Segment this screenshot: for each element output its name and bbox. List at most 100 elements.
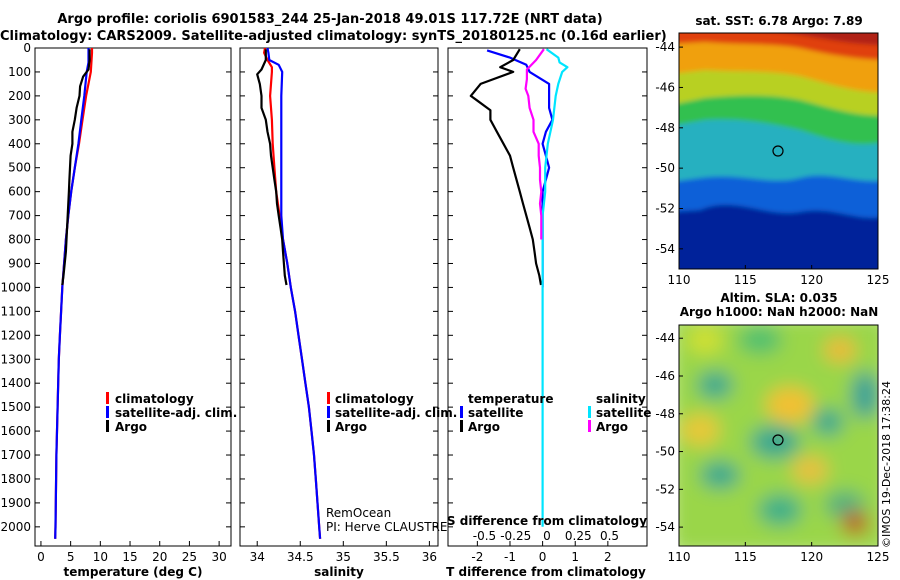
legend-swatch-climatology — [106, 392, 109, 404]
depth-tick-label: 1300 — [0, 352, 31, 366]
sst-map-axes: 110 115 120 125 -44 -46 -48 -50 -52 -54 — [655, 40, 889, 287]
series-line-salinity-satellite — [541, 48, 569, 527]
float-marker — [772, 145, 784, 157]
difference-x-ticks: -2 -1 0 1 2 — [448, 47, 647, 564]
depth-tick-label: 1400 — [0, 376, 31, 390]
salinity-annotation-line2: PI: Herve CLAUSTRE — [326, 520, 447, 534]
series-line-satellite-adj-clim- — [54, 48, 90, 539]
x-tick-label: 34.5 — [287, 550, 314, 564]
difference-legend: temperature satellite Argo salinity sate… — [460, 392, 651, 434]
temperature-legend: climatology satellite-adj. clim. Argo — [106, 392, 237, 434]
s-tick-label: 0 — [543, 529, 551, 543]
map-x-tick-label: 110 — [668, 550, 691, 564]
legend-title-temperature: temperature — [468, 392, 553, 406]
s-difference-label: S difference from climatology — [447, 514, 647, 528]
map-y-tick-label: -52 — [655, 482, 675, 496]
difference-profiles — [469, 48, 569, 527]
x-tick-label: -1 — [504, 550, 516, 564]
legend-label-satellite: satellite-adj. clim. — [115, 406, 237, 420]
series-line-satellite-adj-clim- — [266, 48, 322, 539]
legend-title-salinity: salinity — [596, 392, 646, 406]
x-tick-label: 15 — [122, 550, 137, 564]
sst-map-title: sat. SST: 6.78 Argo: 7.89 — [695, 14, 862, 28]
depth-tick-label: 900 — [8, 256, 31, 270]
depth-tick-label: 1900 — [0, 496, 31, 510]
map-y-tick-label: -50 — [655, 161, 675, 175]
temperature-xlabel: temperature (deg C) — [64, 565, 203, 579]
depth-tick-label: 100 — [8, 65, 31, 79]
salinity-x-ticks: 34 34.5 35 35.5 36 — [240, 47, 438, 564]
legend-swatch-satellite — [106, 406, 109, 418]
depth-tick-label: 1600 — [0, 424, 31, 438]
x-tick-label: 25 — [182, 550, 197, 564]
x-tick-label: 20 — [152, 550, 167, 564]
legend-swatch-sal-satellite — [588, 406, 591, 418]
depth-tick-label: 600 — [8, 185, 31, 199]
legend-label-satellite: satellite-adj. clim. — [335, 406, 457, 420]
series-line-salinity-argo — [524, 48, 545, 240]
depth-tick-label: 500 — [8, 161, 31, 175]
map-x-tick-label: 125 — [867, 273, 890, 287]
s-tick-label: 0.25 — [565, 529, 592, 543]
sst-map — [679, 33, 878, 269]
map-y-tick-label: -52 — [655, 201, 675, 215]
sla-map — [679, 325, 878, 546]
depth-tick-label: 400 — [8, 137, 31, 151]
legend-label-climatology: climatology — [115, 392, 194, 406]
legend-label-argo: Argo — [335, 420, 367, 434]
legend-label-temp-satellite: satellite — [468, 406, 523, 420]
map-y-tick-label: -54 — [655, 520, 675, 534]
x-tick-label: 36 — [422, 550, 437, 564]
temperature-profiles — [54, 48, 94, 539]
map-y-tick-label: -48 — [655, 121, 675, 135]
x-tick-label: 34 — [250, 550, 265, 564]
map-y-tick-label: -54 — [655, 242, 675, 256]
temperature-x-ticks: 0 5 10 15 20 25 30 — [35, 47, 231, 564]
map-y-tick-label: -44 — [655, 331, 675, 345]
salinity-annotation-line1: RemOcean — [326, 506, 391, 520]
legend-label-sal-argo: Argo — [596, 420, 628, 434]
salinity-profiles — [256, 48, 322, 539]
depth-tick-label: 1200 — [0, 328, 31, 342]
legend-label-climatology: climatology — [335, 392, 414, 406]
depth-tick-label: 2000 — [0, 520, 31, 534]
depth-tick-label: 1000 — [0, 280, 31, 294]
depth-tick-label: 800 — [8, 233, 31, 247]
map-x-tick-label: 115 — [734, 273, 757, 287]
map-y-tick-label: -46 — [655, 80, 675, 94]
legend-label-argo: Argo — [115, 420, 147, 434]
x-tick-label: 35 — [336, 550, 351, 564]
map-y-tick-label: -50 — [655, 445, 675, 459]
map-y-tick-label: -48 — [655, 407, 675, 421]
depth-tick-label: 1100 — [0, 304, 31, 318]
legend-swatch-temp-satellite — [460, 406, 463, 418]
x-tick-label: 0 — [37, 550, 45, 564]
figure-title-line2: Climatology: CARS2009. Satellite-adjuste… — [0, 29, 667, 44]
map-y-tick-label: -46 — [655, 369, 675, 383]
depth-axis: 0 100 200 300 400 500 600 700 800 900 1000 1100 1200… — [0, 41, 31, 534]
credit-stamp: ©IMOS 19-Dec-2018 17:38:24 — [880, 381, 893, 548]
salinity-legend: climatology satellite-adj. clim. Argo — [327, 392, 457, 434]
depth-tick-label: 1700 — [0, 448, 31, 462]
x-tick-label: 10 — [93, 550, 108, 564]
map-x-tick-label: 115 — [734, 550, 757, 564]
depth-tick-label: 200 — [8, 89, 31, 103]
sla-map-axes: 110 115 120 125 -44 -46 -48 -50 -52 -54 — [655, 331, 889, 564]
x-tick-label: 1 — [571, 550, 579, 564]
map-x-tick-label: 120 — [800, 273, 823, 287]
difference-xlabel: T difference from climatology — [446, 565, 646, 579]
legend-swatch-argo — [327, 420, 330, 432]
x-tick-label: 2 — [604, 550, 612, 564]
depth-tick-label: 700 — [8, 209, 31, 223]
legend-swatch-argo — [106, 420, 109, 432]
s-tick-label: -0.25 — [500, 529, 531, 543]
series-line-temperature-argo — [469, 48, 543, 286]
s-tick-label: -0.5 — [473, 529, 496, 543]
legend-swatch-sal-argo — [588, 420, 591, 432]
sla-map-title-line2: Argo h1000: NaN h2000: NaN — [680, 305, 879, 319]
legend-swatch-temp-argo — [460, 420, 463, 432]
temperature-plot-frame — [34, 47, 232, 547]
float-marker — [772, 434, 784, 446]
difference-plot-frame — [447, 47, 648, 547]
